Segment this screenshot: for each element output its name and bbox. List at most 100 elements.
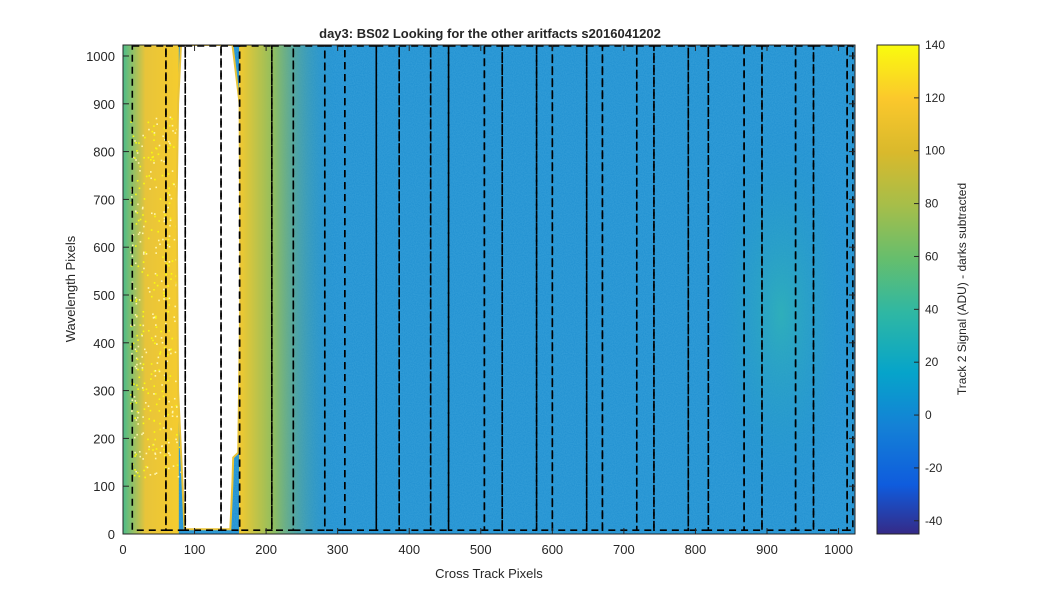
saturation-speck (154, 317, 157, 319)
saturation-speck (146, 466, 149, 469)
saturation-speck (167, 379, 169, 382)
saturation-speck (133, 474, 136, 477)
x-tick-label: 0 (119, 542, 126, 557)
saturation-speck (150, 177, 152, 180)
saturation-speck (173, 238, 176, 241)
dashed-box (375, 45, 400, 532)
dashed-box (812, 45, 848, 532)
saturation-speck (171, 415, 174, 417)
saturation-speck (163, 374, 166, 377)
colorbar-bar (876, 44, 920, 535)
saturation-speck (153, 132, 156, 134)
saturation-speck (130, 121, 132, 123)
saturation-speck (143, 408, 146, 410)
saturation-speck (156, 343, 158, 345)
saturation-speck (163, 448, 165, 451)
saturation-speck (142, 134, 144, 137)
saturation-speck (150, 295, 153, 298)
saturation-speck (168, 264, 170, 267)
x-tick-label: 200 (255, 542, 277, 557)
saturation-speck (169, 217, 172, 220)
saturation-speck (164, 139, 166, 141)
saturation-speck (131, 281, 134, 284)
saturation-speck (137, 265, 140, 268)
saturation-speck (139, 218, 142, 221)
saturation-speck (165, 273, 167, 275)
saturation-speck (135, 223, 138, 225)
saturation-speck (131, 410, 133, 412)
saturation-speck (135, 357, 138, 360)
saturation-speck (134, 451, 136, 454)
saturation-speck (176, 441, 178, 444)
saturation-speck (151, 156, 154, 159)
x-tick-label: 1000 (824, 542, 853, 557)
saturation-speck (138, 475, 141, 478)
y-axis-label: Wavelength Pixels (63, 235, 78, 342)
blank-region (175, 45, 242, 531)
saturation-speck (163, 217, 166, 220)
saturation-speck (147, 392, 150, 395)
saturation-speck (161, 342, 164, 344)
saturation-speck (147, 121, 150, 124)
saturation-speck (166, 262, 169, 265)
saturation-speck (131, 244, 134, 247)
saturation-speck (160, 330, 162, 333)
saturation-speck (132, 135, 135, 138)
saturation-speck (145, 452, 148, 455)
saturation-speck (164, 260, 167, 263)
saturation-speck (167, 353, 169, 356)
saturation-speck (136, 334, 138, 337)
saturation-speck (172, 465, 175, 467)
saturation-speck (168, 124, 171, 127)
saturation-speck (134, 455, 136, 457)
saturation-speck (167, 140, 170, 143)
y-tick-label: 900 (93, 97, 115, 112)
saturation-speck (137, 162, 140, 164)
saturation-speck (143, 469, 145, 472)
saturation-speck (169, 144, 172, 146)
saturation-speck (164, 248, 167, 250)
saturation-speck (144, 402, 147, 404)
saturation-speck (170, 272, 173, 275)
saturation-speck (134, 140, 136, 142)
saturation-speck (153, 431, 156, 433)
saturation-speck (150, 171, 152, 173)
saturation-speck (145, 388, 148, 391)
saturation-speck (159, 243, 161, 246)
colorbar-tick-label: 120 (925, 91, 945, 105)
saturation-speck (173, 316, 176, 318)
colorbar-tick-label: -20 (925, 461, 943, 475)
saturation-speck (166, 439, 169, 441)
saturation-speck (130, 201, 133, 204)
saturation-speck (135, 402, 138, 404)
saturation-speck (143, 182, 145, 185)
saturation-speck (142, 389, 145, 391)
saturation-speck (170, 428, 173, 431)
saturation-speck (135, 350, 138, 352)
dashed-box (653, 45, 690, 532)
bright-zone-left (123, 45, 179, 534)
saturation-speck (155, 326, 158, 328)
saturation-speck (135, 300, 138, 303)
y-tick-label: 300 (93, 384, 115, 399)
saturation-speck (148, 418, 151, 420)
saturation-speck (168, 202, 171, 205)
saturation-speck (141, 232, 144, 235)
saturation-speck (134, 348, 137, 351)
saturation-speck (161, 384, 163, 386)
x-tick-label: 300 (327, 542, 349, 557)
saturation-speck (139, 169, 141, 172)
bright-zone-right (239, 45, 336, 534)
saturation-speck (130, 251, 132, 254)
saturation-speck (135, 367, 138, 370)
saturation-speck (150, 378, 152, 380)
dashed-box (743, 45, 763, 532)
saturation-speck (139, 451, 141, 453)
saturation-speck (142, 416, 144, 418)
saturation-speck (136, 384, 138, 387)
saturation-speck (158, 144, 161, 147)
plot-frame (122, 44, 856, 535)
saturation-speck (140, 333, 143, 336)
saturation-speck (163, 295, 165, 297)
saturation-speck (139, 240, 142, 243)
